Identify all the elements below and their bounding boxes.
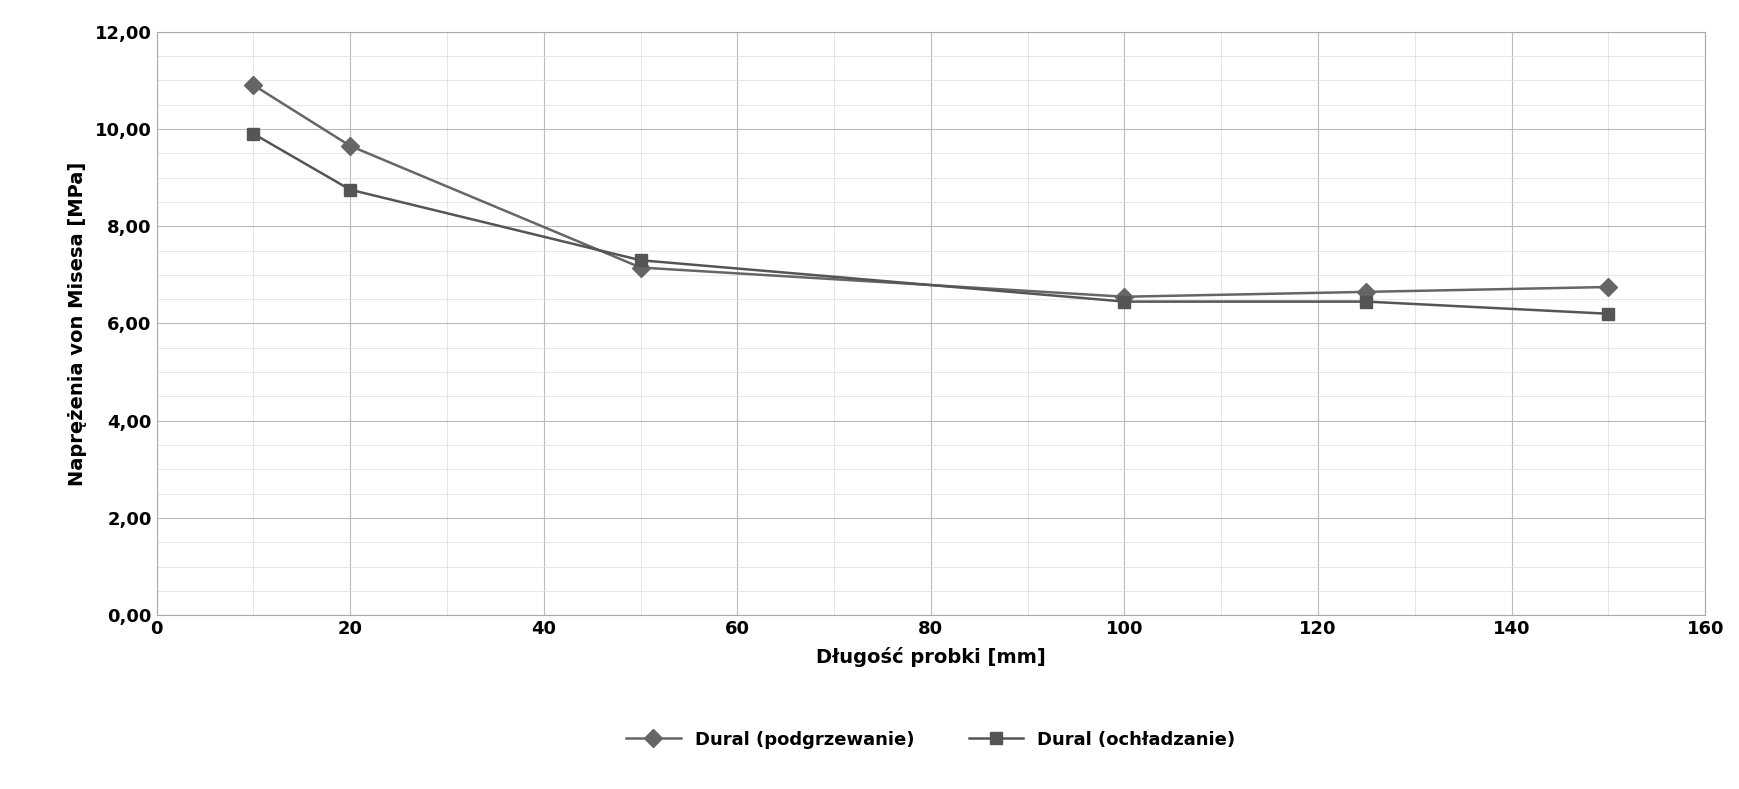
Dural (podgrzewanie) bbox=[1596, 282, 1617, 292]
Y-axis label: Naprężenia von Misesa [MPa]: Naprężenia von Misesa [MPa] bbox=[68, 162, 87, 485]
X-axis label: Długość probki [mm]: Długość probki [mm] bbox=[816, 647, 1045, 667]
Dural (podgrzewanie) bbox=[243, 80, 264, 90]
Legend: Dural (podgrzewanie), Dural (ochładzanie): Dural (podgrzewanie), Dural (ochładzanie… bbox=[619, 724, 1242, 757]
Dural (ochładzanie) bbox=[1113, 297, 1134, 306]
Line: Dural (podgrzewanie): Dural (podgrzewanie) bbox=[247, 79, 1614, 303]
Dural (ochładzanie) bbox=[243, 129, 264, 139]
Dural (ochładzanie) bbox=[1596, 309, 1617, 319]
Dural (podgrzewanie) bbox=[339, 141, 360, 151]
Dural (podgrzewanie) bbox=[1113, 292, 1134, 301]
Dural (ochładzanie) bbox=[339, 185, 360, 194]
Dural (podgrzewanie) bbox=[1355, 287, 1376, 297]
Dural (ochładzanie) bbox=[630, 256, 650, 265]
Dural (podgrzewanie) bbox=[630, 263, 650, 272]
Dural (ochładzanie) bbox=[1355, 297, 1376, 306]
Line: Dural (ochładzanie): Dural (ochładzanie) bbox=[247, 128, 1614, 320]
